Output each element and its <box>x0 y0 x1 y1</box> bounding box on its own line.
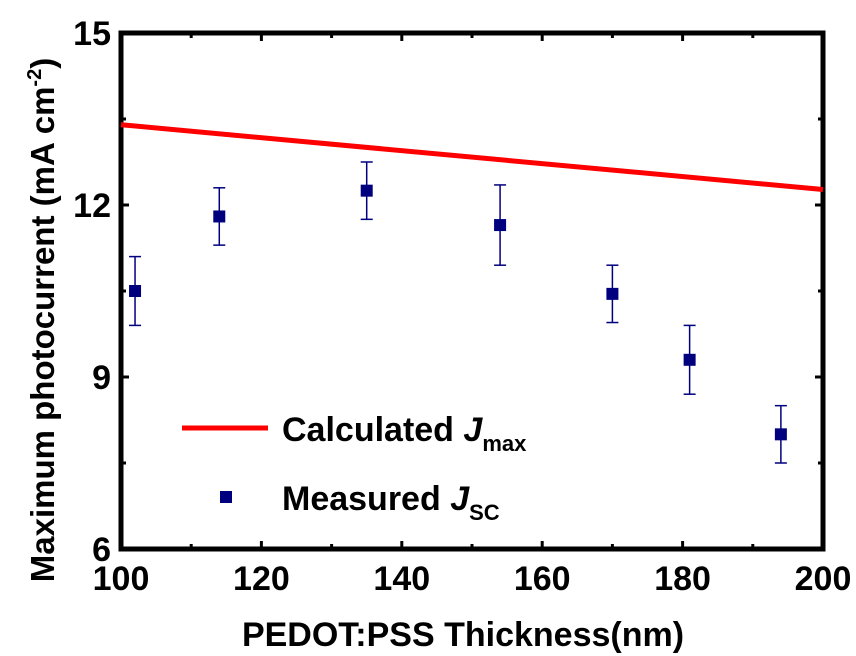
legend-label-measured: Measured JSC <box>282 480 500 525</box>
measured-jsc-point <box>213 210 226 223</box>
x-tick-label: 200 <box>795 560 852 598</box>
y-tick-label: 9 <box>92 359 111 397</box>
y-tick-label: 15 <box>73 15 111 53</box>
y-tick-label: 6 <box>92 531 111 569</box>
measured-jsc-point <box>360 184 373 197</box>
x-tick-label: 140 <box>373 560 430 598</box>
y-tick-label: 12 <box>73 187 111 225</box>
measured-jsc-point <box>683 353 696 366</box>
legend: Calculated Jmax Measured JSC <box>182 411 527 525</box>
plot-frame <box>118 30 826 552</box>
legend-label-calculated: Calculated Jmax <box>282 411 527 456</box>
x-axis-label: PEDOT:PSS Thickness(nm) <box>242 616 684 654</box>
y-axis-label: Maximum photocurrent (mA cm-2) <box>24 58 61 582</box>
measured-jsc-point <box>129 285 142 297</box>
x-tick-label: 160 <box>514 560 571 598</box>
legend-square-swatch <box>220 491 232 503</box>
x-tick-label: 100 <box>93 560 150 598</box>
x-tick-label: 120 <box>233 560 290 598</box>
measured-jsc-point <box>774 428 787 441</box>
x-tick-label: 180 <box>654 560 711 598</box>
measured-jsc-point <box>606 287 619 300</box>
calculated-jmax-line <box>120 122 824 193</box>
measured-jsc-point <box>494 219 507 232</box>
